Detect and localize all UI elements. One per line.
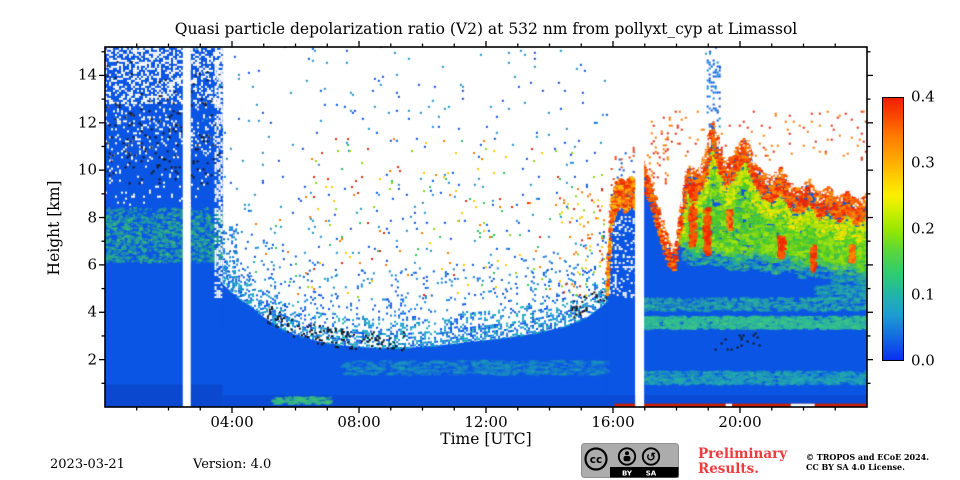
colorbar-tick-label: 0.0 [911,351,935,370]
chart-title: Quasi particle depolarization ratio (V2)… [174,20,798,38]
by-person-icon [617,447,637,466]
y-tick-label: 12 [77,113,97,132]
date-label: 2023-03-21 [50,457,125,472]
colorbar-tick-label: 0.4 [911,87,935,106]
x-tick-label: 08:00 [337,413,381,431]
colorbar-tick-label: 0.2 [911,219,935,238]
x-tick-label: 16:00 [591,413,635,431]
x-tick-label: 12:00 [464,413,508,431]
copyright-line1: © TROPOS and ECoE 2024. [806,452,930,462]
cc-badge-black-bar [610,467,679,478]
copyright-note: © TROPOS and ECoE 2024. CC BY SA 4.0 Lic… [806,452,930,472]
preliminary-line2: Results. [698,460,759,477]
cc-license-badge: cc ↺ BY SA [581,443,679,478]
by-label: BY [622,470,633,478]
sa-arrow-icon [641,447,661,466]
by-person-head [625,451,629,456]
y-tick-label: 14 [77,65,97,84]
copyright-line2: CC BY SA 4.0 License. [806,461,905,472]
colorbar-tick-label: 0.3 [911,153,935,172]
x-tick-label: 04:00 [210,413,254,431]
x-tick-label: 20:00 [718,413,762,431]
cc-icon-text: cc [590,454,602,466]
y-tick-label: 2 [87,350,97,369]
y-tick-label: 10 [77,160,97,179]
colorbar [882,97,904,361]
colorbar-tick-label: 0.1 [911,285,935,304]
x-axis-label: Time [UTC] [440,430,532,448]
preliminary-results-note: Preliminary Results. [698,447,787,476]
y-tick-label: 4 [87,302,97,321]
preliminary-line1: Preliminary [698,446,788,462]
by-person-body [623,456,631,462]
cc-icon [584,447,608,471]
sa-arrow-glyph: ↺ [646,450,656,464]
y-tick-label: 8 [87,208,97,227]
sa-label: SA [646,470,657,478]
version-label: Version: 4.0 [193,457,272,472]
y-tick-label: 6 [87,255,97,274]
heatmap-canvas [105,47,867,407]
